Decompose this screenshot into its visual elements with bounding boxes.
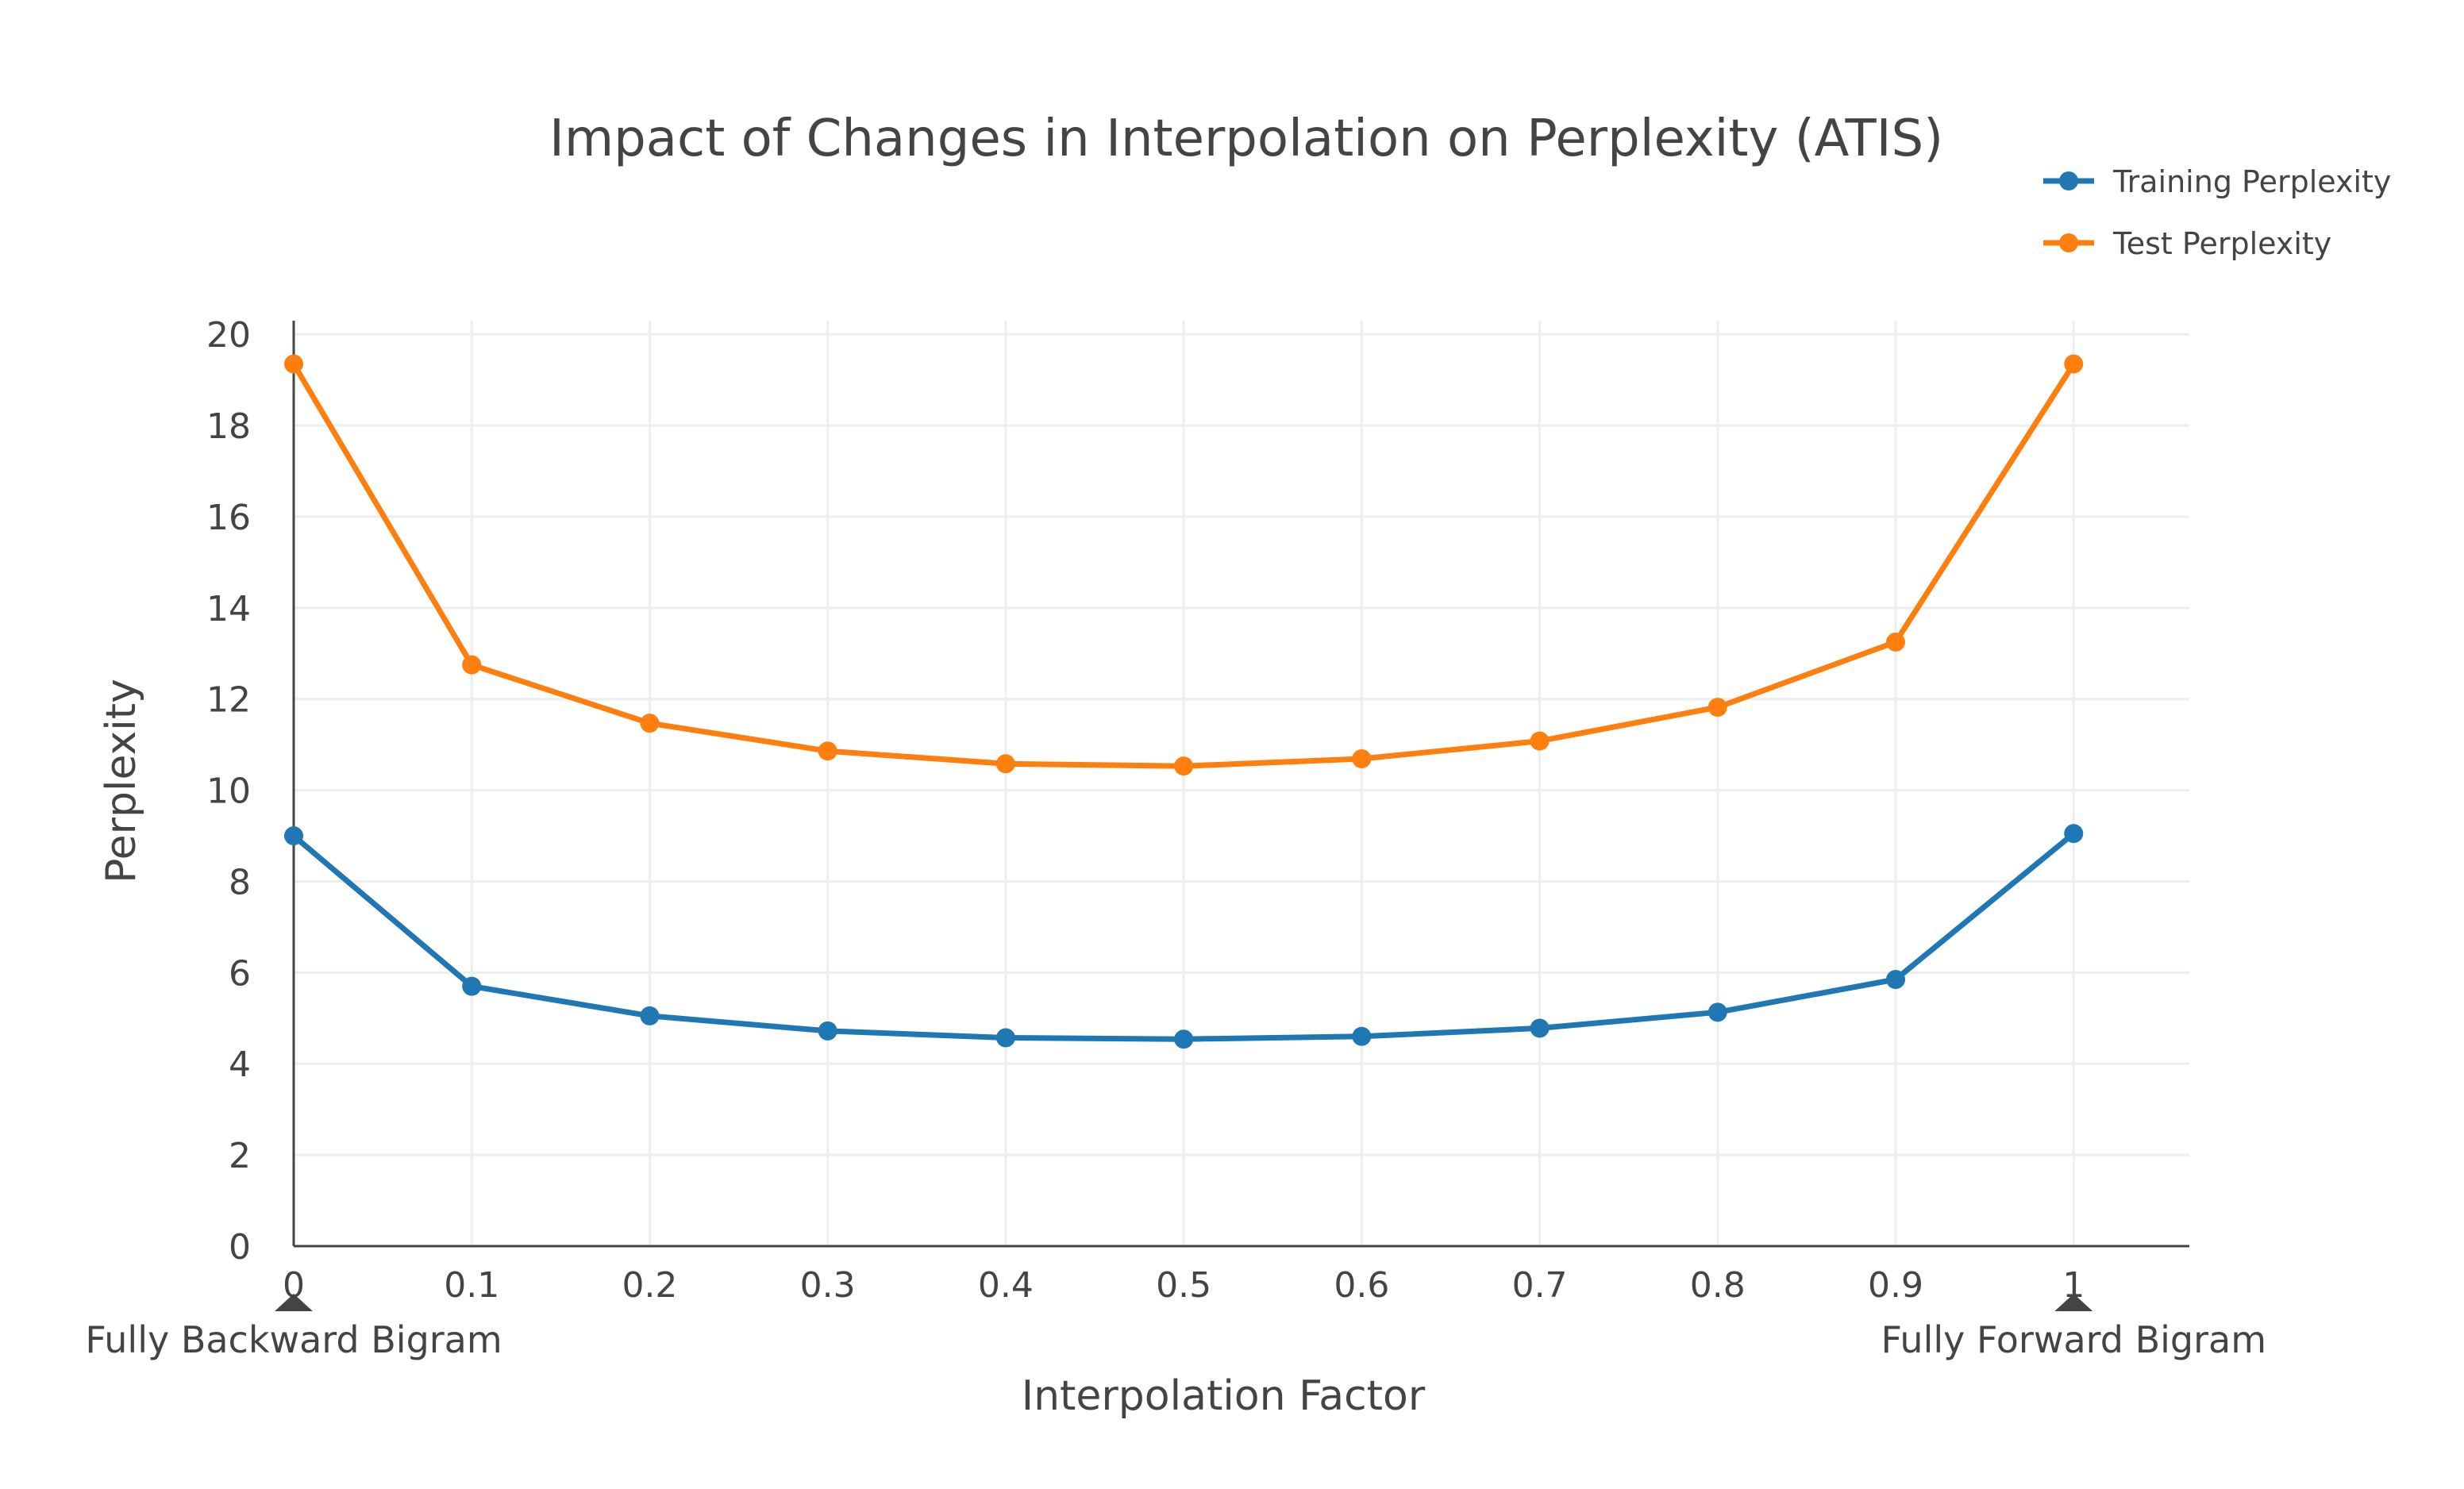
legend-swatch-marker	[2059, 171, 2078, 190]
data-point-test	[995, 754, 1015, 774]
data-point-training	[2064, 824, 2084, 844]
data-point-test	[1886, 632, 1906, 652]
data-point-training	[462, 976, 482, 996]
x-tick-label: 0.9	[1868, 1265, 1923, 1306]
data-point-test	[1174, 756, 1194, 776]
x-tick-label: 0.2	[622, 1265, 677, 1306]
data-point-training	[995, 1028, 1015, 1048]
x-tick-label: 0.8	[1690, 1265, 1746, 1306]
x-tick-label: 0.6	[1334, 1265, 1389, 1306]
data-point-training	[1886, 969, 1906, 989]
annotation-arrow-icon	[2054, 1294, 2093, 1311]
x-tick-label: 0.3	[800, 1265, 856, 1306]
annotation-arrow-icon	[275, 1294, 313, 1311]
data-point-test	[284, 354, 303, 374]
data-point-test	[818, 741, 837, 761]
y-axis-title: Perplexity	[98, 679, 145, 883]
annotation-forward: Fully Forward Bigram	[1881, 1318, 2266, 1361]
y-tick-label: 14	[206, 589, 251, 629]
data-point-training	[640, 1006, 660, 1025]
y-tick-label: 6	[229, 953, 251, 994]
data-point-test	[1352, 748, 1372, 768]
data-point-test	[1530, 731, 1550, 751]
annotation-backward: Fully Backward Bigram	[85, 1318, 502, 1361]
data-point-training	[1174, 1029, 1194, 1049]
data-point-test	[640, 714, 660, 733]
y-tick-label: 2	[229, 1136, 251, 1176]
y-tick-label: 18	[206, 406, 251, 447]
y-tick-label: 16	[206, 498, 251, 538]
legend-item-test: Test Perplexity	[2112, 226, 2331, 261]
chart-title: Impact of Changes in Interpolation on Pe…	[549, 110, 1943, 168]
y-tick-label: 10	[206, 771, 251, 812]
y-tick-label: 0	[229, 1227, 251, 1268]
y-tick-label: 12	[206, 680, 251, 721]
y-tick-label: 20	[206, 315, 251, 356]
data-point-training	[1707, 1002, 1727, 1022]
data-point-test	[462, 655, 482, 675]
data-point-training	[284, 826, 303, 846]
y-tick-label: 8	[229, 862, 251, 902]
x-tick-label: 0.4	[978, 1265, 1034, 1306]
data-point-training	[1352, 1026, 1372, 1046]
data-point-test	[2064, 354, 2084, 374]
data-point-training	[1530, 1018, 1550, 1038]
data-point-training	[818, 1021, 837, 1041]
legend-item-training: Training Perplexity	[2112, 164, 2391, 199]
x-tick-label: 0.1	[444, 1265, 499, 1306]
legend-swatch-marker	[2059, 233, 2078, 252]
y-tick-label: 4	[229, 1045, 251, 1085]
x-tick-label: 0.5	[1156, 1265, 1211, 1306]
x-axis-title: Interpolation Factor	[1022, 1372, 1426, 1420]
data-point-test	[1707, 698, 1727, 718]
x-tick-label: 0.7	[1512, 1265, 1568, 1306]
